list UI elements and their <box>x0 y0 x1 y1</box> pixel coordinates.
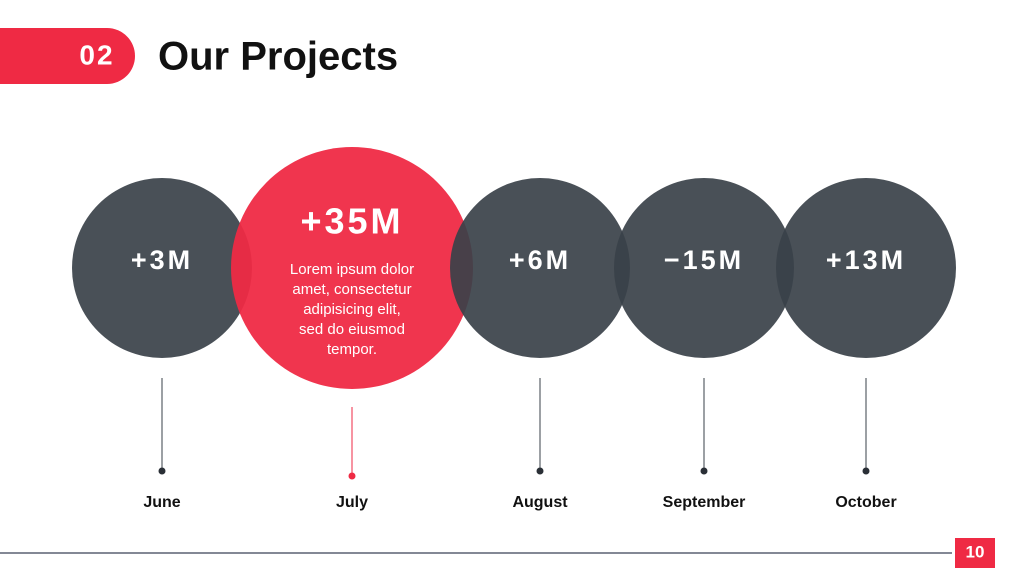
timeline: +3M +35M Lorem ipsum dolor amet, consectetu… <box>72 147 956 511</box>
value: +35M <box>300 201 403 242</box>
highlight-circle <box>231 147 473 389</box>
page-number: 10 <box>966 542 985 561</box>
circle <box>450 178 630 358</box>
section-badge <box>0 28 135 84</box>
value: +3M <box>131 245 193 275</box>
circles <box>72 147 956 389</box>
labels: +3M +35M Lorem ipsum dolor amet, consectetu… <box>131 201 906 358</box>
dot <box>158 467 166 475</box>
month-label: September <box>663 494 746 511</box>
dot <box>348 472 356 480</box>
month-label: July <box>336 494 368 511</box>
description: Lorem ipsum dolor amet, consectetur adipis… <box>290 261 414 358</box>
dot <box>536 467 544 475</box>
value: −15M <box>664 245 744 275</box>
slide-title: Our Projects <box>158 35 398 79</box>
dot <box>700 467 708 475</box>
dot <box>862 467 870 475</box>
section-number: 02 <box>79 39 114 70</box>
value: +6M <box>509 245 571 275</box>
value: +13M <box>826 245 906 275</box>
circle <box>776 178 956 358</box>
circle <box>72 178 252 358</box>
page-badge <box>955 538 995 568</box>
month-label: October <box>835 494 896 511</box>
circle <box>614 178 794 358</box>
month-label: June <box>143 494 180 511</box>
month-label: August <box>512 494 568 511</box>
